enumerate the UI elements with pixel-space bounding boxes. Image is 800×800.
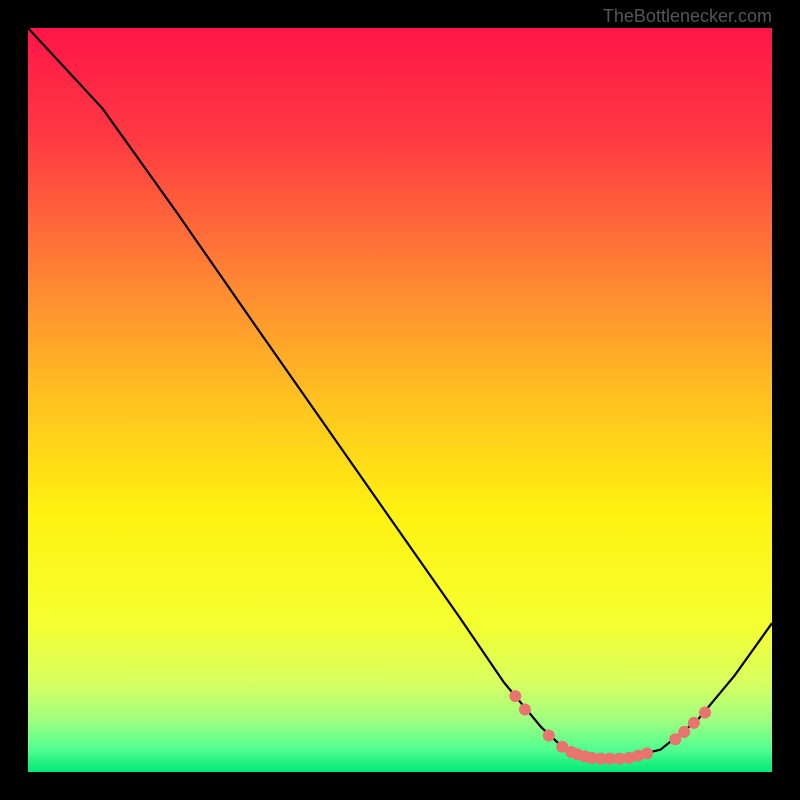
data-marker	[678, 726, 690, 738]
data-marker	[509, 690, 521, 702]
chart-background	[28, 28, 772, 772]
chart-container	[28, 28, 772, 772]
data-marker	[641, 747, 653, 759]
data-marker	[519, 704, 531, 716]
data-marker	[688, 717, 700, 729]
bottleneck-chart	[28, 28, 772, 772]
data-marker	[543, 730, 555, 742]
data-marker	[699, 706, 711, 718]
watermark-text: TheBottlenecker.com	[603, 6, 772, 27]
